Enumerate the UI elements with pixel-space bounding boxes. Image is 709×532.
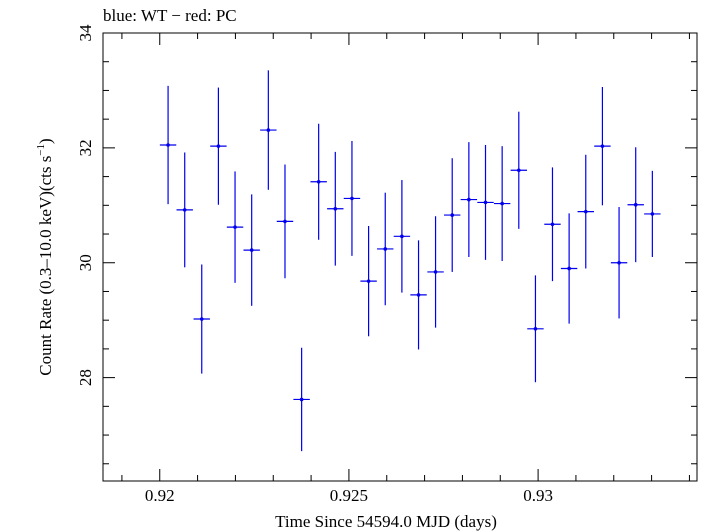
data-point-marker [650,212,655,216]
data-point [276,164,294,279]
data-point [460,142,478,257]
data-point-marker [249,248,254,252]
data-point [477,145,494,260]
data-point [594,86,611,206]
data-point [377,192,394,306]
x-axis-tick-labels: 0.92 0.925 0.93 [145,486,553,505]
data-point-marker [500,201,504,206]
x-axis-label: Time Since 54594.0 MJD (days) [275,512,497,531]
data-point-marker [583,209,588,214]
data-point-marker [483,200,488,205]
data-point [627,147,644,263]
y-tick-label: 30 [76,254,95,271]
y-tick-label: 32 [76,139,95,156]
data-point [193,264,210,374]
data-point [260,70,277,190]
data-points [159,70,661,452]
y-axis-label-superscript: −1 [35,144,47,156]
plot-frame [102,32,698,482]
data-point [393,180,411,293]
data-point-marker [350,196,354,201]
y-tick-label: 28 [76,369,95,386]
data-point [176,152,193,268]
data-point-marker [600,144,605,148]
data-point-marker [182,208,187,212]
data-point [327,151,344,266]
data-point-marker [433,270,438,274]
data-point-marker [166,143,170,147]
data-point [544,167,561,282]
y-axis-tick-labels: 28 30 32 34 [76,24,95,386]
data-point-marker [266,128,271,132]
x-tick-label: 0.92 [145,486,175,505]
data-point-marker [467,197,471,202]
data-point [427,216,444,328]
data-point-marker [416,293,421,297]
data-point [210,87,227,205]
y-tick-label: 34 [76,24,95,42]
data-point [644,170,661,257]
data-point [510,111,528,229]
data-point-marker [283,219,287,224]
y-axis-label: Count Rate (0.3–10.0 keV)(cts s−1) [35,138,55,375]
data-point-marker [617,260,621,265]
data-point-marker [366,279,371,283]
data-point [243,194,260,306]
data-point [310,123,327,240]
data-point-marker [400,234,404,239]
data-point-marker [216,144,221,148]
y-axis-label-close: ) [36,138,55,144]
data-point-marker [633,202,638,207]
data-point-marker [567,266,571,271]
data-point [577,154,594,269]
data-point-marker [233,225,237,229]
data-point [527,275,544,383]
data-point [410,240,427,350]
data-point-marker [450,213,455,217]
data-point [493,146,511,262]
data-point-marker [333,206,338,211]
y-axis-ticks [103,32,697,465]
data-point [360,225,377,337]
data-point [560,213,578,324]
data-point-marker [517,168,521,173]
data-point-marker [383,247,388,251]
chart-title: blue: WT − red: PC [103,6,237,25]
data-point [159,85,177,205]
data-point [610,207,628,319]
data-point-marker [533,326,538,331]
data-point-marker [199,317,204,321]
x-axis-ticks [121,33,690,481]
data-point [444,158,461,272]
data-point [226,171,244,283]
y-axis-label-main: Count Rate (0.3–10.0 keV)(cts s [36,156,55,376]
data-point-marker [299,397,304,402]
data-point [293,347,310,452]
x-tick-label: 0.93 [523,486,553,505]
x-tick-label: 0.925 [330,486,368,505]
data-point-marker [550,222,555,227]
data-point [343,140,361,256]
data-point-marker [316,179,321,184]
